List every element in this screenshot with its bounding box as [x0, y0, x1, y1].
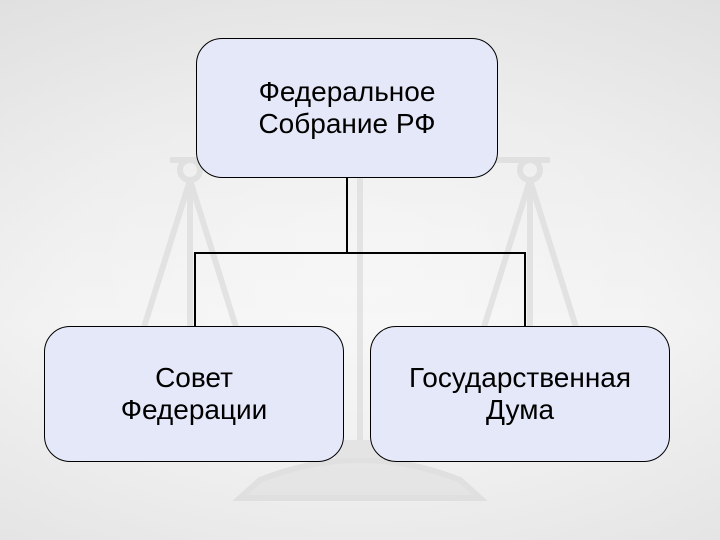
node-left: Совет Федерации	[44, 326, 344, 462]
node-root-line2: Собрание РФ	[258, 108, 435, 139]
node-root-line1: Федеральное	[259, 76, 436, 107]
node-left-label: Совет Федерации	[111, 358, 278, 430]
node-left-line2: Федерации	[121, 394, 268, 425]
node-right: Государственная Дума	[370, 326, 670, 462]
node-root-label: Федеральное Собрание РФ	[248, 72, 445, 144]
connector-vertical-right	[524, 252, 526, 326]
connector-vertical-left	[194, 252, 196, 326]
connector-vertical-root	[346, 178, 348, 252]
slide-canvas: Федеральное Собрание РФ Совет Федерации …	[0, 0, 720, 540]
node-right-label: Государственная Дума	[399, 358, 641, 430]
node-left-line1: Совет	[155, 362, 233, 393]
node-right-line1: Государственная	[409, 362, 631, 393]
connector-horizontal	[194, 252, 526, 254]
node-right-line2: Дума	[486, 394, 554, 425]
node-root: Федеральное Собрание РФ	[196, 38, 498, 178]
